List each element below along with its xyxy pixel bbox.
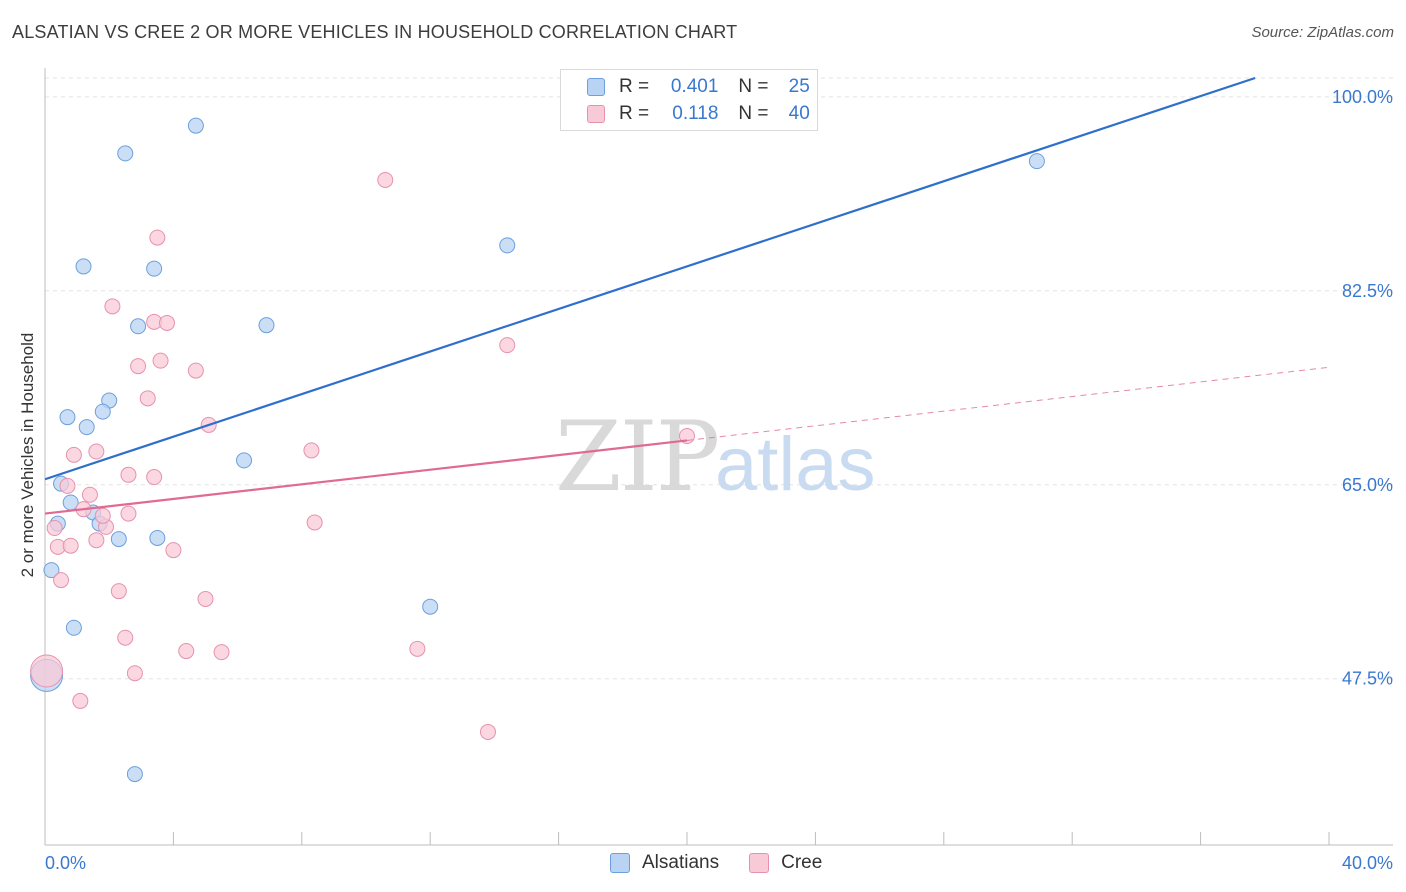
cree-point [88, 532, 105, 549]
cree-point [110, 583, 127, 600]
alsatians-point [59, 409, 76, 426]
n-label: N = [738, 76, 769, 97]
r-label: R = [619, 103, 650, 124]
y-tick-label: 100.0% [1332, 87, 1393, 107]
y-tick-label: 47.5% [1342, 669, 1393, 689]
cree-point [306, 514, 323, 531]
legend-item-cree: Cree [749, 852, 822, 874]
cree-legend-label: Cree [781, 852, 823, 873]
n-label: N = [738, 103, 769, 124]
cree-point [65, 446, 82, 463]
cree-point [479, 723, 496, 740]
alsatians-point [236, 452, 253, 469]
cree-legend-swatch [749, 853, 770, 873]
x-tick-label: 40.0% [1342, 853, 1393, 873]
watermark-atlas: atlas [715, 422, 876, 507]
n-value: 40 [788, 103, 810, 124]
cree-point [377, 171, 394, 188]
cree-trend-extension [686, 366, 1330, 441]
alsatians-point [258, 317, 275, 334]
cree-point [53, 572, 70, 589]
cree-points [30, 171, 695, 740]
alsatians-trend-line [44, 76, 1256, 481]
cree-point [499, 337, 516, 354]
cree-point [178, 643, 195, 660]
cree-point [117, 629, 134, 646]
chart-title: ALSATIAN VS CREE 2 OR MORE VEHICLES IN H… [12, 22, 738, 42]
cree-point [120, 505, 137, 522]
x-tick-label: 0.0% [45, 853, 86, 873]
cree-point [94, 507, 111, 524]
alsatians-point [187, 117, 204, 134]
cree-point [81, 486, 98, 503]
cree-point [197, 590, 214, 607]
alsatians-points [30, 117, 1045, 783]
cree-point [88, 443, 105, 460]
alsatians-point [94, 403, 111, 420]
cree-point [187, 362, 204, 379]
cree-point [62, 537, 79, 554]
cree-point [409, 640, 426, 657]
cree-point [146, 469, 163, 486]
correlation-legend: R = 0.401 N = 25 R = 0.118 N = 40 [560, 69, 818, 131]
series-legend: Alsatians Cree [610, 852, 852, 874]
r-value: 0.401 [670, 76, 719, 97]
alsatians-point [130, 318, 147, 335]
alsatians-point [146, 260, 163, 277]
cree-point [72, 692, 89, 709]
alsatians-point [422, 598, 439, 615]
alsatians-point [499, 237, 516, 254]
alsatians-point [1028, 153, 1045, 170]
alsatians-point [75, 258, 92, 275]
cree-point [158, 314, 175, 331]
source-label: Source: ZipAtlas.com [1251, 24, 1394, 41]
alsatians-point [126, 766, 143, 783]
cree-point [149, 229, 166, 246]
alsatians-point [149, 529, 166, 546]
cree-point [30, 654, 64, 688]
r-label: R = [619, 76, 650, 97]
y-tick-label: 65.0% [1342, 475, 1393, 495]
cree-point [165, 542, 182, 559]
cree-point [120, 466, 137, 483]
alsatians-legend-label: Alsatians [642, 852, 720, 873]
cree-swatch [587, 105, 605, 123]
cree-point [59, 477, 76, 494]
alsatians-point [117, 145, 134, 162]
r-value: 0.118 [672, 103, 719, 124]
cree-point [213, 644, 230, 661]
watermark-zip: ZIP [555, 401, 718, 513]
cree-point [130, 358, 147, 375]
cree-point [303, 442, 320, 459]
cree-point [46, 520, 63, 537]
alsatians-point [78, 419, 95, 436]
cree-point [139, 390, 156, 407]
alsatians-legend-swatch [610, 853, 630, 873]
y-axis-label: 2 or more Vehicles in Household [18, 332, 37, 578]
cree-point [126, 665, 143, 682]
alsatians-point [43, 562, 60, 579]
alsatians-swatch [587, 78, 605, 96]
cree-point [104, 298, 121, 315]
legend-row-alsatians: R = 0.401 N = 25 [587, 76, 810, 98]
alsatians-point [65, 619, 82, 636]
legend-item-alsatians: Alsatians [610, 852, 719, 874]
y-tick-label: 82.5% [1342, 281, 1393, 301]
cree-point [152, 352, 169, 369]
n-value: 25 [788, 76, 810, 97]
legend-row-cree: R = 0.118 N = 40 [587, 103, 810, 125]
cree-trend-line [44, 439, 688, 515]
alsatians-point [110, 531, 127, 548]
